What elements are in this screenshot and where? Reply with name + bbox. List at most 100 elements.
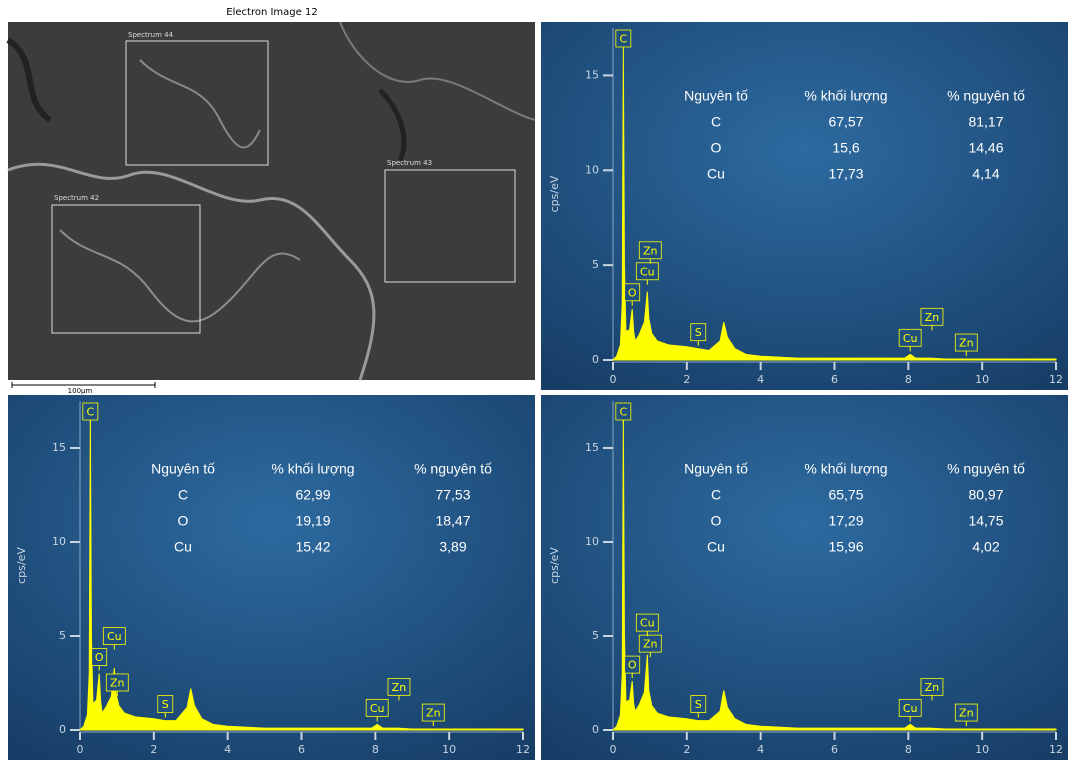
spectrum-label: Spectrum 44 (128, 31, 174, 39)
table-cell: 81,17 (968, 114, 1003, 130)
x-tick-label: 4 (757, 743, 764, 756)
table-cell: 14,75 (968, 513, 1003, 529)
table-cell: O (711, 140, 722, 156)
y-tick-label: 0 (592, 723, 599, 736)
x-tick-label: 10 (975, 743, 989, 756)
y-tick-label: 15 (585, 68, 599, 81)
table-cell: 15,6 (832, 140, 859, 156)
peak-label: Zn (643, 244, 658, 257)
peak-label: Cu (107, 630, 122, 643)
peak-label: Cu (370, 702, 385, 715)
table-header: Nguyên tố (151, 461, 215, 477)
table-header: % khối lượng (804, 461, 887, 477)
y-axis-label: cps/eV (15, 547, 28, 584)
table-header: % nguyên tố (414, 461, 492, 477)
table-header: % khối lượng (271, 461, 354, 477)
table-cell: 4,02 (972, 539, 999, 555)
table-cell: 17,73 (828, 166, 863, 182)
panel-background (8, 395, 535, 760)
table-cell: 15,96 (828, 539, 863, 555)
x-tick-label: 12 (1049, 743, 1063, 756)
panel-background (541, 395, 1068, 760)
table-cell: 80,97 (968, 487, 1003, 503)
x-tick-label: 4 (224, 743, 231, 756)
x-tick-label: 10 (975, 373, 989, 386)
table-cell: 15,42 (295, 539, 330, 555)
y-tick-label: 10 (52, 535, 66, 548)
peak-label: O (628, 286, 637, 299)
x-tick-label: 2 (150, 743, 157, 756)
table-cell: C (711, 487, 721, 503)
peak-label: O (628, 659, 637, 672)
x-tick-label: 8 (905, 373, 912, 386)
y-tick-label: 10 (585, 163, 599, 176)
peak-label: Zn (959, 337, 974, 350)
table-cell: 18,47 (435, 513, 470, 529)
peak-label: C (619, 33, 627, 46)
x-tick-label: 6 (831, 743, 838, 756)
x-tick-label: 2 (683, 743, 690, 756)
peak-label: Cu (903, 702, 918, 715)
peak-label: Cu (640, 265, 655, 278)
x-tick-label: 0 (610, 743, 617, 756)
peak-label: Zn (392, 681, 407, 694)
x-tick-label: 0 (610, 373, 617, 386)
table-cell: 19,19 (295, 513, 330, 529)
table-cell: C (178, 487, 188, 503)
y-tick-label: 5 (59, 629, 66, 642)
spectrum-label: Spectrum 42 (54, 194, 99, 202)
table-cell: 17,29 (828, 513, 863, 529)
peak-label: S (162, 698, 169, 711)
peak-label: C (86, 406, 94, 419)
y-tick-label: 0 (59, 723, 66, 736)
scale-label: 100µm (68, 387, 93, 395)
x-tick-label: 8 (372, 743, 379, 756)
y-axis-label: cps/eV (548, 175, 561, 212)
x-tick-label: 0 (77, 743, 84, 756)
x-tick-label: 12 (1049, 373, 1063, 386)
peak-label: Zn (925, 681, 940, 694)
table-cell: 3,89 (439, 539, 466, 555)
x-tick-label: 8 (905, 743, 912, 756)
peak-label: Zn (426, 707, 441, 720)
peak-label: Zn (925, 311, 940, 324)
table-cell: Cu (707, 166, 725, 182)
table-cell: Cu (707, 539, 725, 555)
y-tick-label: 10 (585, 535, 599, 548)
peak-label: Zn (110, 676, 125, 689)
peak-label: O (95, 651, 104, 664)
table-cell: C (711, 114, 721, 130)
table-header: % nguyên tố (947, 88, 1025, 104)
x-tick-label: 12 (516, 743, 530, 756)
y-tick-label: 0 (592, 353, 599, 366)
peak-label: C (619, 406, 627, 419)
peak-label: S (695, 698, 702, 711)
peak-label: S (695, 326, 702, 339)
table-cell: 4,14 (972, 166, 999, 182)
table-cell: Cu (174, 539, 192, 555)
table-cell: 14,46 (968, 140, 1003, 156)
table-cell: 67,57 (828, 114, 863, 130)
table-header: % khối lượng (804, 88, 887, 104)
y-tick-label: 5 (592, 629, 599, 642)
y-tick-label: 5 (592, 258, 599, 271)
figure: Electron Image 12 Spectrum 44 Spectrum 4… (0, 0, 1068, 760)
table-cell: O (178, 513, 189, 529)
table-header: Nguyên tố (684, 88, 748, 104)
y-tick-label: 15 (585, 441, 599, 454)
table-cell: 65,75 (828, 487, 863, 503)
peak-label: Cu (640, 617, 655, 630)
table-header: Nguyên tố (684, 461, 748, 477)
sem-image: Spectrum 44 Spectrum 43 Spectrum 42 (8, 22, 535, 380)
x-tick-label: 6 (298, 743, 305, 756)
table-cell: O (711, 513, 722, 529)
x-tick-label: 2 (683, 373, 690, 386)
spectrum-label: Spectrum 43 (387, 159, 432, 167)
image-title: Electron Image 12 (226, 7, 317, 18)
peak-label: Zn (959, 707, 974, 720)
x-tick-label: 4 (757, 373, 764, 386)
table-header: % nguyên tố (947, 461, 1025, 477)
table-cell: 62,99 (295, 487, 330, 503)
table-cell: 77,53 (435, 487, 470, 503)
y-axis-label: cps/eV (548, 547, 561, 584)
